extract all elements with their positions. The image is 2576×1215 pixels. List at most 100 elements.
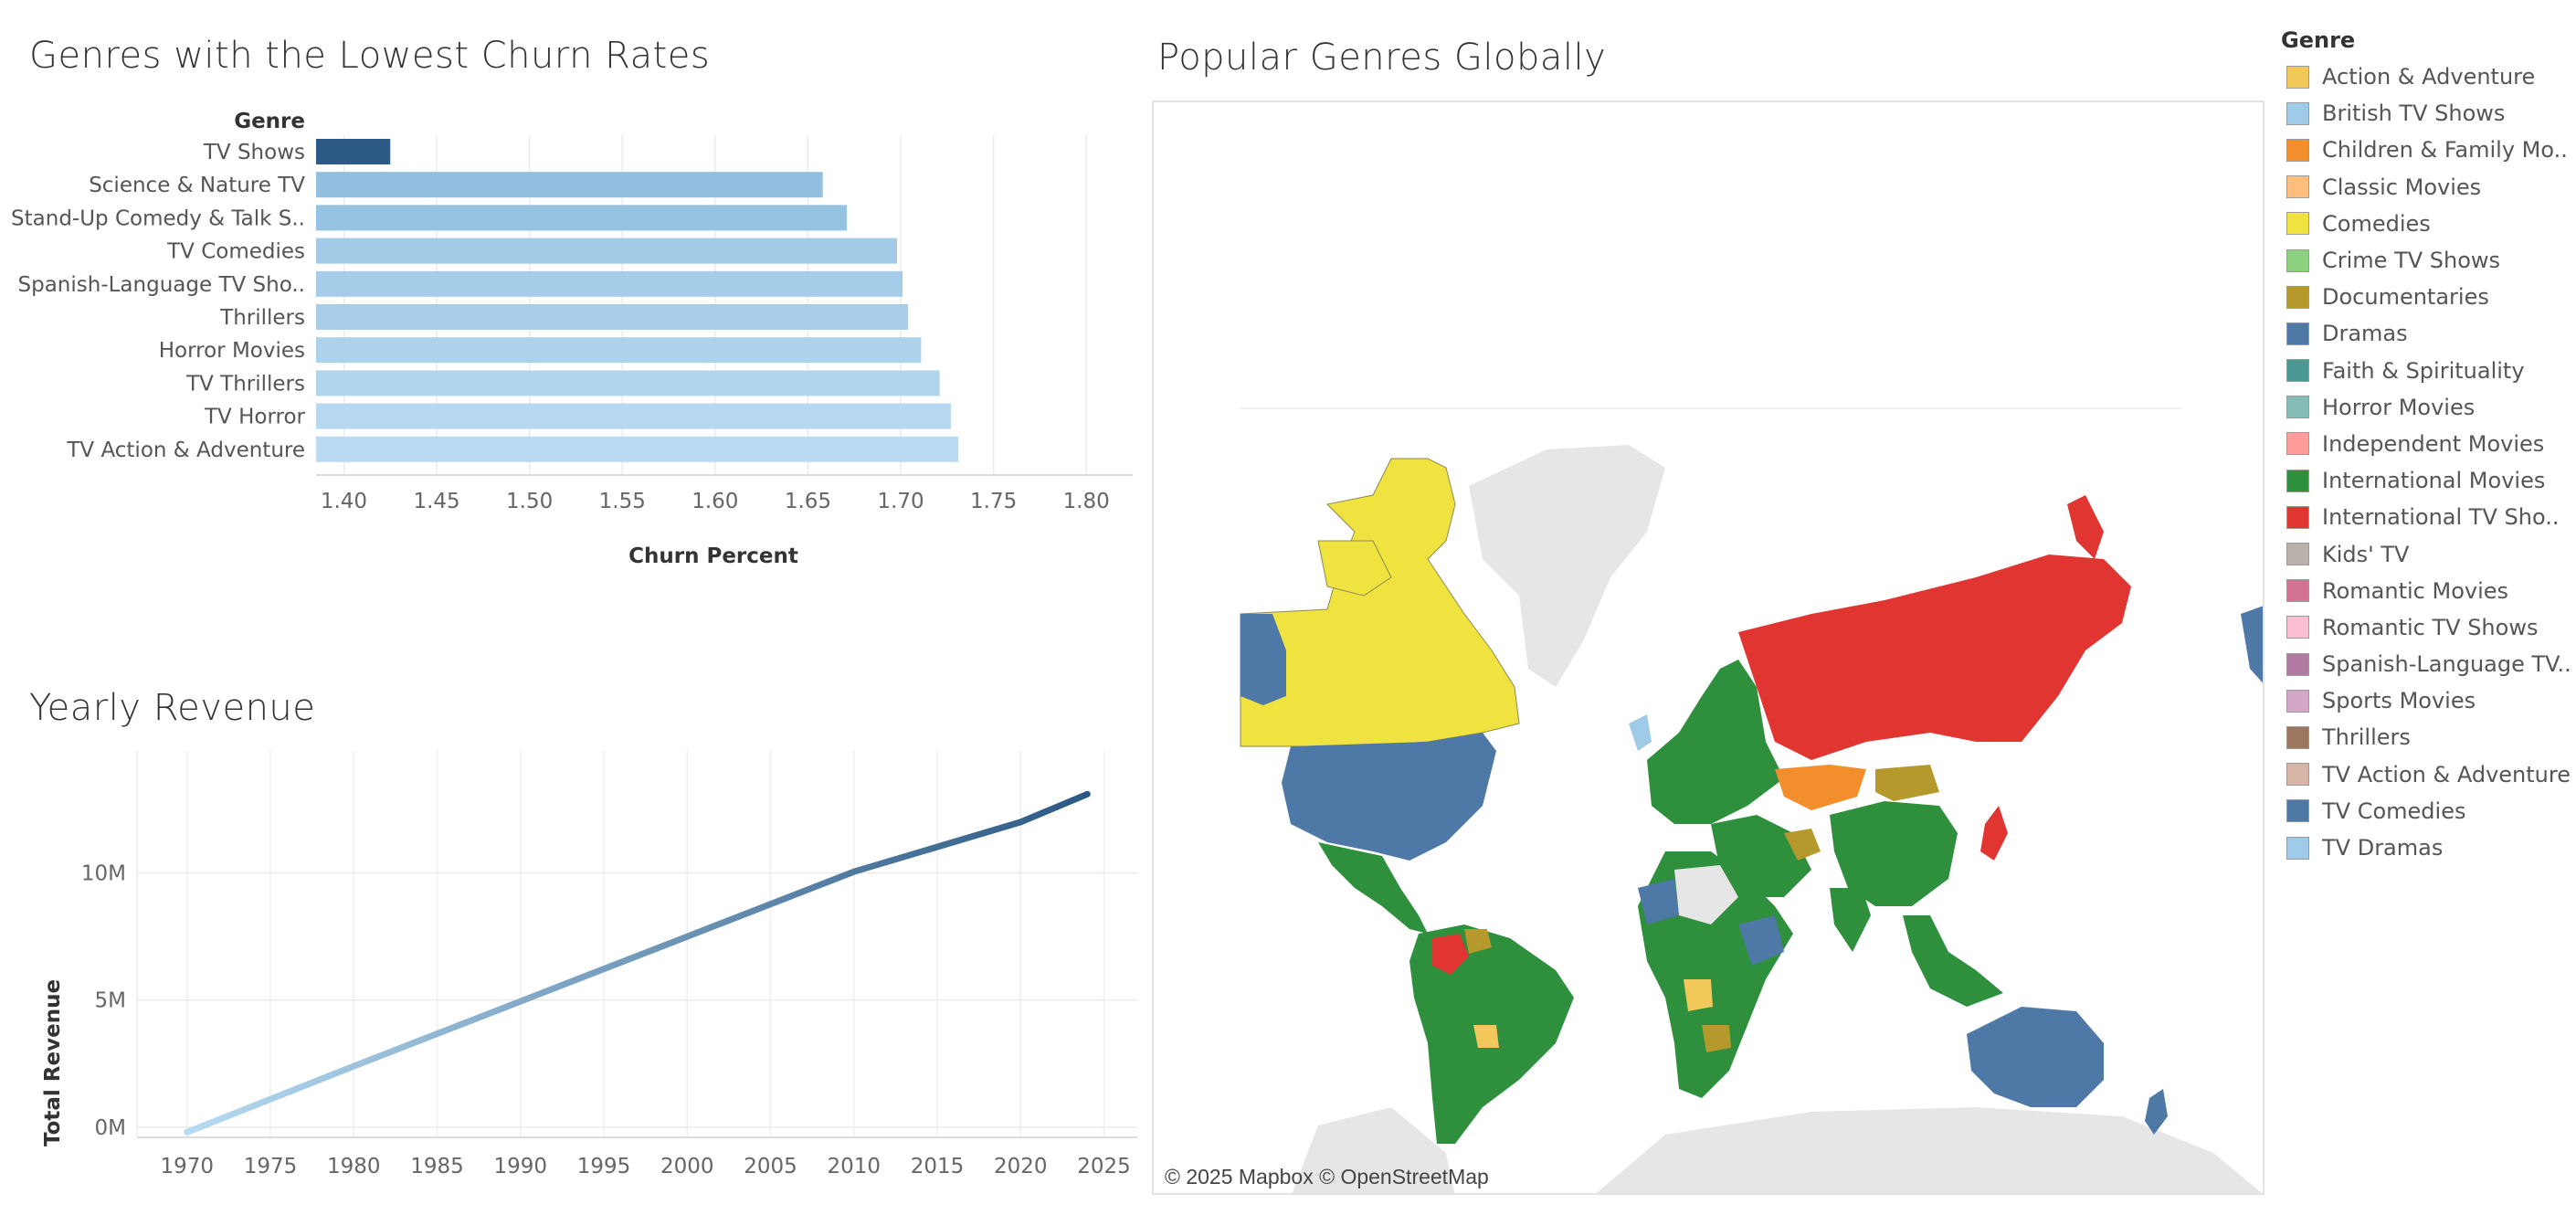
revenue-y-tick-label: 0M <box>95 1116 126 1140</box>
legend-swatch <box>2286 689 2309 713</box>
legend-item[interactable]: Action & Adventure <box>2281 58 2573 95</box>
legend-label: Action & Adventure <box>2322 64 2536 90</box>
churn-category-label: TV Horror <box>204 406 306 429</box>
churn-bar[interactable] <box>316 139 391 164</box>
map-region-venezuela <box>1464 929 1492 954</box>
legend-swatch <box>2286 285 2309 309</box>
churn-bar[interactable] <box>316 436 959 462</box>
churn-category-label: Science & Nature TV <box>89 174 305 197</box>
map-region-mongolia <box>1875 765 1939 801</box>
legend-label: Independent Movies <box>2322 430 2545 457</box>
legend-item[interactable]: Documentaries <box>2281 279 2573 315</box>
legend-label: Classic Movies <box>2322 174 2482 200</box>
revenue-x-tick-label: 2005 <box>744 1155 797 1178</box>
revenue-line-chart: 0M 5M 10M 1970 1975 1980 1985 1990 1995 2000 2005 2… <box>41 751 1137 1178</box>
map-region-colombia <box>1432 934 1469 975</box>
map-region-india <box>1830 888 1871 952</box>
churn-bar[interactable] <box>316 304 909 330</box>
churn-x-tick-label: 1.60 <box>692 490 738 513</box>
legend-label: Thrillers <box>2322 724 2411 751</box>
legend-item[interactable]: Classic Movies <box>2281 169 2573 206</box>
legend-swatch <box>2286 543 2309 566</box>
legend-item[interactable]: Spanish-Language TV.. <box>2281 646 2573 682</box>
legend-label: TV Comedies <box>2322 798 2466 824</box>
legend-label: International Movies <box>2322 468 2546 494</box>
churn-category-label: TV Shows <box>203 141 305 164</box>
churn-bar[interactable] <box>316 270 903 297</box>
map-region-west-africa <box>1638 879 1679 924</box>
legend-item[interactable]: International TV Sho.. <box>2281 499 2573 535</box>
legend-swatch <box>2286 616 2309 639</box>
legend-item[interactable]: TV Action & Adventure <box>2281 756 2573 793</box>
revenue-x-tick-label: 1995 <box>577 1155 631 1178</box>
legend-item[interactable]: Crime TV Shows <box>2281 242 2573 279</box>
revenue-y-axis-label: Total Revenue <box>41 979 65 1146</box>
legend-item[interactable]: Dramas <box>2281 315 2573 352</box>
legend-label: Faith & Spirituality <box>2322 357 2525 384</box>
legend-item[interactable]: TV Comedies <box>2281 793 2573 829</box>
churn-bar[interactable] <box>316 205 848 231</box>
legend-item[interactable]: Romantic Movies <box>2281 573 2573 609</box>
revenue-x-tick-label: 1970 <box>160 1155 214 1178</box>
churn-category-label: TV Comedies <box>166 240 305 264</box>
map-region-russia-north <box>2067 495 2104 559</box>
legend-swatch <box>2286 469 2309 492</box>
legend-item[interactable]: British TV Shows <box>2281 95 2573 132</box>
legend-item[interactable]: Comedies <box>2281 206 2573 242</box>
revenue-y-tick-label: 10M <box>81 862 126 886</box>
map-title: Popular Genres Globally <box>1157 37 1607 79</box>
map-region-usa <box>1282 733 1496 861</box>
legend-swatch <box>2286 799 2309 823</box>
map-region-china <box>1830 801 1958 906</box>
legend-swatch <box>2286 175 2309 199</box>
churn-x-tick-label: 1.75 <box>970 490 1017 513</box>
legend-label: Romantic Movies <box>2322 577 2509 604</box>
legend-label: Kids' TV <box>2322 541 2410 567</box>
churn-bar[interactable] <box>316 403 951 429</box>
legend-item[interactable]: Faith & Spirituality <box>2281 353 2573 389</box>
legend-swatch <box>2286 101 2309 125</box>
legend-swatch <box>2286 322 2309 345</box>
legend-swatch <box>2286 725 2309 749</box>
map-region-europe <box>1647 660 1784 824</box>
revenue-x-tick-label: 2020 <box>994 1155 1048 1178</box>
revenue-x-tick-label: 1980 <box>327 1155 381 1178</box>
churn-bar[interactable] <box>316 172 823 198</box>
churn-chart-title: Genres with the Lowest Churn Rates <box>29 35 711 77</box>
legend-item[interactable]: Romantic TV Shows <box>2281 609 2573 646</box>
legend-swatch <box>2286 359 2309 383</box>
revenue-series-line[interactable] <box>184 790 1091 1136</box>
map-region-arctic-islands <box>1317 540 1392 597</box>
legend-label: Crime TV Shows <box>2322 248 2501 274</box>
legend-label: TV Action & Adventure <box>2322 761 2571 787</box>
legend-item[interactable]: International Movies <box>2281 462 2573 499</box>
churn-bar[interactable] <box>316 337 922 364</box>
legend-label: International TV Sho.. <box>2322 504 2560 531</box>
legend-item[interactable]: TV Dramas <box>2281 829 2573 866</box>
churn-bar[interactable] <box>316 238 897 264</box>
legend-swatch <box>2286 65 2309 89</box>
legend-label: Dramas <box>2322 321 2408 347</box>
map-attribution: © 2025 Mapbox © OpenStreetMap <box>1165 1165 1489 1189</box>
legend-item[interactable]: Children & Family Mo.. <box>2281 132 2573 168</box>
churn-x-tick-label: 1.80 <box>1063 490 1110 513</box>
world-map[interactable] <box>1152 100 2265 1195</box>
legend-item[interactable]: Kids' TV <box>2281 535 2573 572</box>
legend-label: Spanish-Language TV.. <box>2322 651 2571 678</box>
legend-swatch <box>2286 763 2309 787</box>
map-region-east-africa <box>1738 915 1784 966</box>
revenue-y-tick-label: 5M <box>95 989 126 1013</box>
legend-item[interactable]: Horror Movies <box>2281 389 2573 426</box>
churn-category-label: TV Action & Adventure <box>66 438 305 462</box>
churn-x-tick-label: 1.50 <box>506 490 553 513</box>
map-region-africa-gray <box>1674 865 1738 924</box>
legend-label: Comedies <box>2322 210 2431 237</box>
legend-item[interactable]: Sports Movies <box>2281 682 2573 719</box>
churn-category-label: Thrillers <box>219 306 305 330</box>
legend-item[interactable]: Independent Movies <box>2281 426 2573 462</box>
legend-label: Documentaries <box>2322 284 2489 311</box>
churn-bar[interactable] <box>316 370 940 396</box>
map-region-antarctica-east <box>1596 1107 2263 1193</box>
world-map-canvas <box>1240 407 2263 1193</box>
legend-item[interactable]: Thrillers <box>2281 719 2573 755</box>
